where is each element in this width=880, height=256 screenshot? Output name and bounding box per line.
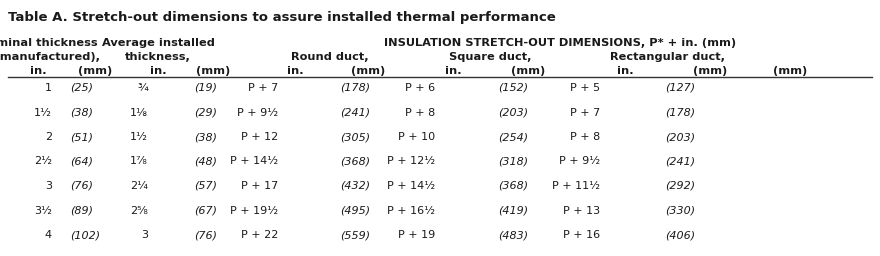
Text: Average installed: Average installed (101, 38, 215, 48)
Text: (mm): (mm) (693, 66, 727, 76)
Text: (mm): (mm) (511, 66, 545, 76)
Text: (305): (305) (340, 132, 370, 142)
Text: P + 12: P + 12 (241, 132, 278, 142)
Text: 3¹⁄₂: 3¹⁄₂ (34, 206, 52, 216)
Text: in.: in. (150, 66, 166, 76)
Text: Nominal thickness: Nominal thickness (0, 38, 98, 48)
Text: Round duct,: Round duct, (291, 52, 369, 62)
Text: P + 16: P + 16 (563, 230, 600, 240)
Text: (102): (102) (70, 230, 100, 240)
Text: (292): (292) (665, 181, 695, 191)
Text: (57): (57) (194, 181, 217, 191)
Text: in.: in. (30, 66, 47, 76)
Text: (203): (203) (498, 108, 528, 118)
Text: 2¹⁄₄: 2¹⁄₄ (130, 181, 148, 191)
Text: in.: in. (444, 66, 461, 76)
Text: P + 7: P + 7 (569, 108, 600, 118)
Text: P + 19¹⁄₂: P + 19¹⁄₂ (230, 206, 278, 216)
Text: P + 11¹⁄₂: P + 11¹⁄₂ (552, 181, 600, 191)
Text: (559): (559) (340, 230, 370, 240)
Text: P + 9¹⁄₂: P + 9¹⁄₂ (559, 156, 600, 166)
Text: (178): (178) (340, 83, 370, 93)
Text: (318): (318) (498, 156, 528, 166)
Text: 2⁵⁄₈: 2⁵⁄₈ (130, 206, 148, 216)
Text: P + 6: P + 6 (405, 83, 435, 93)
Text: (mm): (mm) (77, 66, 112, 76)
Text: (406): (406) (665, 230, 695, 240)
Text: P + 12¹⁄₂: P + 12¹⁄₂ (387, 156, 435, 166)
Text: 1¹⁄₂: 1¹⁄₂ (130, 132, 148, 142)
Text: (127): (127) (665, 83, 695, 93)
Text: (51): (51) (70, 132, 93, 142)
Text: (432): (432) (340, 181, 370, 191)
Text: (241): (241) (665, 156, 695, 166)
Text: Rectangular duct,: Rectangular duct, (611, 52, 725, 62)
Text: P + 17: P + 17 (241, 181, 278, 191)
Text: 1⅛: 1⅛ (130, 108, 148, 118)
Text: (38): (38) (194, 132, 217, 142)
Text: 3: 3 (141, 230, 148, 240)
Text: (mm): (mm) (196, 66, 231, 76)
Text: 1⁷⁄₈: 1⁷⁄₈ (130, 156, 148, 166)
Text: (mm): (mm) (351, 66, 385, 76)
Text: P + 9¹⁄₂: P + 9¹⁄₂ (237, 108, 278, 118)
Text: (29): (29) (194, 108, 217, 118)
Text: P + 8: P + 8 (405, 108, 435, 118)
Text: (178): (178) (665, 108, 695, 118)
Text: (48): (48) (194, 156, 217, 166)
Text: 1: 1 (45, 83, 52, 93)
Text: P + 8: P + 8 (569, 132, 600, 142)
Text: (483): (483) (498, 230, 528, 240)
Text: (254): (254) (498, 132, 528, 142)
Text: P + 7: P + 7 (248, 83, 278, 93)
Text: INSULATION STRETCH-OUT DIMENSIONS, P* + in. (mm): INSULATION STRETCH-OUT DIMENSIONS, P* + … (384, 38, 736, 48)
Text: 4: 4 (45, 230, 52, 240)
Text: (495): (495) (340, 206, 370, 216)
Text: (25): (25) (70, 83, 93, 93)
Text: P + 14¹⁄₂: P + 14¹⁄₂ (387, 181, 435, 191)
Text: (330): (330) (665, 206, 695, 216)
Text: (241): (241) (340, 108, 370, 118)
Text: in.: in. (617, 66, 634, 76)
Text: (368): (368) (340, 156, 370, 166)
Text: (as manufactured),: (as manufactured), (0, 52, 100, 62)
Text: Table A. Stretch-out dimensions to assure installed thermal performance: Table A. Stretch-out dimensions to assur… (8, 11, 556, 24)
Text: (38): (38) (70, 108, 93, 118)
Text: (76): (76) (70, 181, 93, 191)
Text: 2: 2 (45, 132, 52, 142)
Text: P + 14¹⁄₂: P + 14¹⁄₂ (230, 156, 278, 166)
Text: (203): (203) (665, 132, 695, 142)
Text: (152): (152) (498, 83, 528, 93)
Text: (mm): (mm) (773, 66, 807, 76)
Text: 2¹⁄₂: 2¹⁄₂ (34, 156, 52, 166)
Text: (67): (67) (194, 206, 217, 216)
Text: P + 22: P + 22 (240, 230, 278, 240)
Text: P + 5: P + 5 (570, 83, 600, 93)
Text: P + 10: P + 10 (398, 132, 435, 142)
Text: Square duct,: Square duct, (449, 52, 532, 62)
Text: P + 16¹⁄₂: P + 16¹⁄₂ (387, 206, 435, 216)
Text: (64): (64) (70, 156, 93, 166)
Text: (89): (89) (70, 206, 93, 216)
Text: in.: in. (287, 66, 304, 76)
Text: thickness,: thickness, (125, 52, 191, 62)
Text: (76): (76) (194, 230, 217, 240)
Text: (19): (19) (194, 83, 217, 93)
Text: (419): (419) (498, 206, 528, 216)
Text: (368): (368) (498, 181, 528, 191)
Text: 3: 3 (45, 181, 52, 191)
Text: ¾: ¾ (137, 83, 148, 93)
Text: P + 19: P + 19 (398, 230, 435, 240)
Text: P + 13: P + 13 (563, 206, 600, 216)
Text: 1¹⁄₂: 1¹⁄₂ (34, 108, 52, 118)
